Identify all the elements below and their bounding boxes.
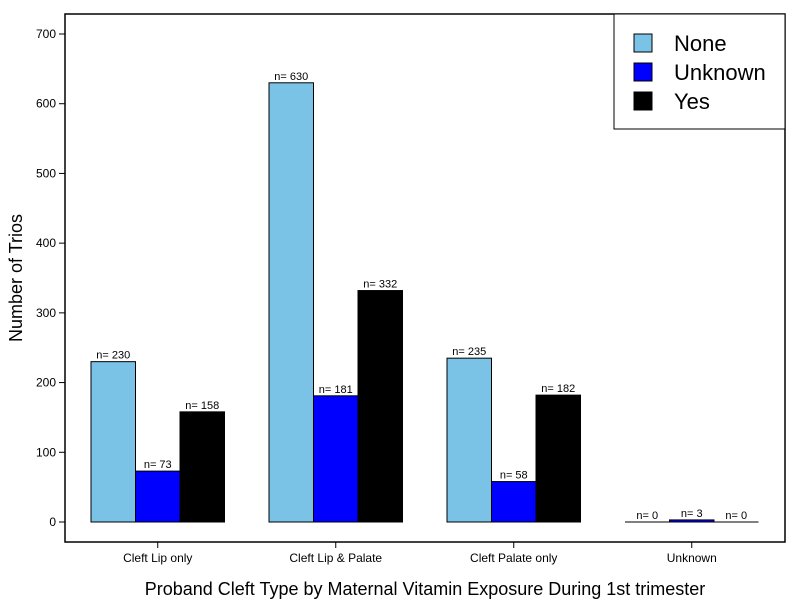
data-label: n= 332 [363, 279, 397, 291]
legend-swatch-none [633, 33, 653, 53]
legend-label-unknown: Unknown [674, 60, 766, 85]
x-tick-label: Cleft Lip & Palate [289, 551, 382, 565]
x-axis-title: Proband Cleft Type by Maternal Vitamin E… [145, 579, 706, 599]
legend: None Unknown Yes [613, 13, 786, 130]
plot-area-frame [64, 13, 786, 543]
bar-unknown [313, 395, 359, 523]
bars [90, 82, 759, 523]
y-axis: 0 100 200 300 400 500 600 700 [36, 27, 65, 529]
y-axis-title: Number of Trios [6, 214, 26, 342]
data-label: n= 3 [681, 508, 703, 520]
x-tick-label: Cleft Lip only [123, 551, 192, 565]
bar-none [268, 82, 314, 523]
y-tick-label: 200 [36, 376, 56, 390]
data-label: n= 158 [185, 400, 219, 412]
bar-yes [535, 394, 581, 523]
bar-none [90, 361, 136, 523]
data-label: n= 182 [541, 383, 575, 395]
y-tick-label: 300 [36, 306, 56, 320]
data-label: n= 235 [452, 346, 486, 358]
data-label: n= 630 [274, 71, 308, 83]
legend-label-none: None [674, 31, 727, 56]
data-label: n= 230 [96, 350, 130, 362]
bar-unknown [669, 519, 715, 523]
y-tick-label: 600 [36, 97, 56, 111]
y-tick-label: 400 [36, 236, 56, 250]
bar-unknown [135, 470, 181, 523]
data-label: n= 181 [319, 384, 353, 396]
legend-label-yes: Yes [674, 89, 710, 114]
bar-none [446, 357, 492, 523]
bar-yes [357, 290, 403, 523]
y-tick-label: 700 [36, 27, 56, 41]
data-label: n= 0 [636, 510, 658, 522]
y-tick-label: 100 [36, 445, 56, 459]
data-label: n= 58 [500, 470, 528, 482]
x-tick-label: Cleft Palate only [470, 551, 557, 565]
legend-swatch-unknown [633, 62, 653, 82]
data-label: n= 73 [144, 459, 172, 471]
y-tick-label: 500 [36, 166, 56, 180]
x-axis: Cleft Lip only Cleft Lip & Palate Cleft Pa… [123, 542, 717, 565]
y-tick-label: 0 [49, 515, 56, 529]
bar-unknown [491, 481, 537, 523]
data-labels: n= 230 n= 73 n= 158 n= 630 n= 181 n= 332 n= 23… [96, 71, 747, 522]
legend-swatch-yes [633, 91, 653, 111]
data-label: n= 0 [725, 510, 747, 522]
bar-yes [179, 411, 225, 523]
x-tick-label: Unknown [667, 551, 717, 565]
